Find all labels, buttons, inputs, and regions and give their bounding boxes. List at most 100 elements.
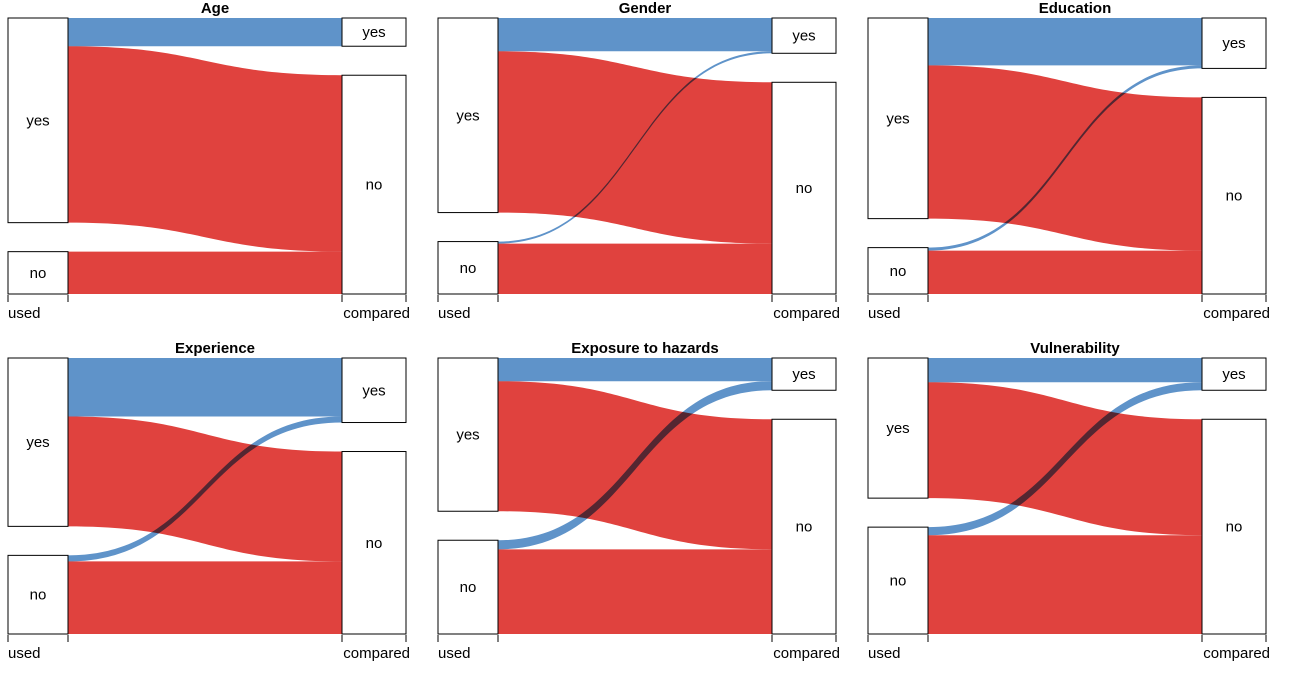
node-label-right-no: no	[796, 519, 813, 536]
flow-no-to-no	[68, 561, 342, 634]
node-left-yes	[867, 17, 929, 220]
flow-no-to-no	[68, 251, 342, 294]
node-left-no	[7, 554, 69, 635]
flows-group	[498, 18, 772, 294]
node-left-yes	[867, 357, 929, 499]
axis-label-used: used	[8, 645, 41, 662]
axis-label-compared: compared	[773, 645, 840, 662]
axis-label-compared: compared	[1203, 305, 1270, 322]
node-label-left-no: no	[890, 573, 907, 590]
alluvial-panel-age: Age yes no yes no used compared	[0, 0, 430, 340]
node-right-yes	[1201, 357, 1267, 391]
node-right-yes	[771, 17, 837, 54]
flow-no-to-yes	[68, 416, 342, 562]
axis-group: used compared	[437, 295, 840, 322]
node-left-yes	[437, 357, 499, 512]
node-right-no	[1201, 418, 1267, 635]
flow-no-to-no	[928, 535, 1202, 634]
panel-title: Experience	[174, 340, 256, 357]
node-right-no	[771, 81, 837, 295]
node-label-right-yes: yes	[1222, 366, 1245, 383]
nodes-group: yes no yes no	[437, 357, 837, 635]
node-left-no	[7, 251, 69, 295]
axis-group: used compared	[7, 295, 410, 322]
node-label-right-yes: yes	[792, 366, 815, 383]
flow-no-to-yes	[498, 51, 772, 244]
node-right-no	[341, 74, 407, 295]
axis-group: used compared	[867, 295, 1270, 322]
axis-label-used: used	[438, 305, 471, 322]
node-label-right-no: no	[1226, 519, 1243, 536]
axis-group: used compared	[437, 635, 840, 662]
node-label-left-yes: yes	[886, 110, 909, 127]
axis-label-compared: compared	[773, 305, 840, 322]
flows-group	[68, 18, 342, 294]
nodes-group: yes no yes no	[867, 17, 1267, 295]
node-left-yes	[7, 357, 69, 527]
alluvial-svg: yes no yes no used compared	[437, 357, 840, 662]
alluvial-svg: yes no yes no used compared	[867, 357, 1270, 662]
axis-label-used: used	[868, 645, 901, 662]
node-left-no	[437, 241, 499, 295]
node-label-right-no: no	[1226, 188, 1243, 205]
node-label-left-no: no	[460, 579, 477, 596]
axis-label-compared: compared	[343, 305, 410, 322]
nodes-group: yes no yes no	[867, 357, 1267, 635]
axis-label-used: used	[438, 645, 471, 662]
node-label-right-yes: yes	[362, 382, 385, 399]
flow-yes-to-yes	[928, 18, 1202, 66]
alluvial-panel-education: Education yes no yes no used compared	[860, 0, 1290, 340]
node-label-left-yes: yes	[456, 107, 479, 124]
node-label-right-yes: yes	[362, 24, 385, 41]
panel-title: Exposure to hazards	[571, 340, 719, 357]
node-left-no	[867, 247, 929, 295]
flow-no-to-yes	[928, 65, 1202, 251]
alluvial-svg: yes no yes no used compared	[867, 17, 1270, 322]
flow-no-to-no	[928, 250, 1202, 294]
panel-title: Education	[1038, 0, 1112, 17]
node-right-no	[341, 451, 407, 635]
panel-title: Gender	[618, 0, 672, 17]
node-label-right-yes: yes	[792, 28, 815, 45]
flow-no-to-yes	[498, 381, 772, 550]
node-label-left-no: no	[30, 587, 47, 604]
flow-no-to-no	[498, 243, 772, 294]
axis-label-used: used	[8, 305, 41, 322]
axis-group: used compared	[867, 635, 1270, 662]
flow-yes-to-yes	[498, 358, 772, 382]
node-left-no	[437, 539, 499, 635]
alluvial-panel-experience: Experience yes no yes no used compared	[0, 340, 430, 680]
nodes-group: yes no yes no	[7, 17, 407, 295]
node-left-no	[867, 526, 929, 635]
node-label-left-no: no	[460, 260, 477, 277]
node-right-yes	[341, 357, 407, 424]
alluvial-panel-exposure-to-hazards: Exposure to hazards yes no yes no used compar…	[430, 340, 860, 680]
node-label-right-no: no	[796, 180, 813, 197]
flows-group	[68, 358, 342, 634]
node-label-left-no: no	[30, 265, 47, 282]
node-label-left-no: no	[890, 263, 907, 280]
node-label-right-no: no	[366, 177, 383, 194]
flow-no-to-no	[498, 549, 772, 634]
node-label-right-yes: yes	[1222, 35, 1245, 52]
axis-group: used compared	[7, 635, 410, 662]
alluvial-svg: yes no yes no used compared	[437, 17, 840, 322]
flow-yes-to-yes	[68, 18, 342, 47]
alluvial-svg: yes no yes no used compared	[7, 17, 410, 322]
node-left-yes	[437, 17, 499, 214]
alluvial-panel-gender: Gender yes no yes no used compared	[430, 0, 860, 340]
node-left-yes	[7, 17, 69, 224]
axis-label-compared: compared	[1203, 645, 1270, 662]
axis-label-compared: compared	[343, 645, 410, 662]
node-right-no	[1201, 96, 1267, 295]
flows-group	[928, 18, 1202, 294]
node-right-yes	[771, 357, 837, 391]
flows-group	[928, 358, 1202, 634]
panel-title: Age	[200, 0, 230, 17]
panel-title: Vulnerability	[1030, 340, 1120, 357]
alluvial-svg: yes no yes no used compared	[7, 357, 410, 662]
node-label-left-yes: yes	[456, 427, 479, 444]
node-right-no	[771, 418, 837, 635]
node-right-yes	[341, 17, 407, 47]
